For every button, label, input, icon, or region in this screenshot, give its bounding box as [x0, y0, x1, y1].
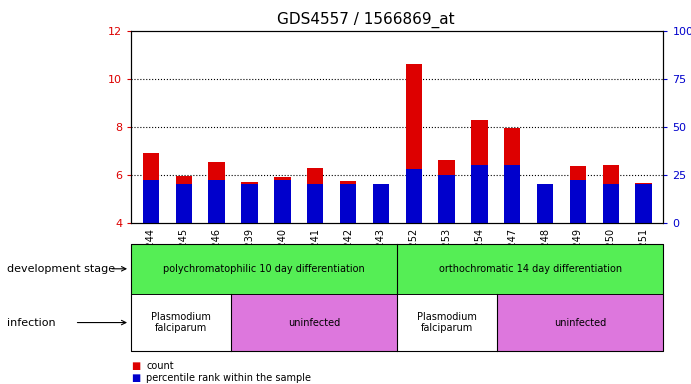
Bar: [603, 165, 619, 223]
Bar: [274, 180, 291, 223]
Text: count: count: [146, 361, 174, 371]
Bar: [471, 119, 488, 223]
Text: ■: ■: [131, 361, 140, 371]
Bar: [176, 184, 192, 223]
Bar: [340, 181, 357, 223]
Bar: [406, 169, 422, 223]
Bar: [570, 166, 586, 223]
Text: Plasmodium
falciparum: Plasmodium falciparum: [151, 312, 211, 333]
Bar: [176, 176, 192, 223]
Text: uninfected: uninfected: [554, 318, 606, 328]
Text: orthochromatic 14 day differentiation: orthochromatic 14 day differentiation: [439, 264, 622, 274]
Text: development stage: development stage: [7, 264, 115, 274]
Text: Plasmodium
falciparum: Plasmodium falciparum: [417, 312, 477, 333]
Bar: [209, 180, 225, 223]
Bar: [603, 184, 619, 223]
Bar: [274, 177, 291, 223]
Bar: [471, 165, 488, 223]
Bar: [636, 183, 652, 223]
Bar: [340, 184, 357, 223]
Bar: [143, 180, 159, 223]
Text: GDS4557 / 1566869_at: GDS4557 / 1566869_at: [277, 12, 455, 28]
Bar: [570, 180, 586, 223]
Text: ■: ■: [131, 373, 140, 383]
Text: infection: infection: [7, 318, 55, 328]
Bar: [636, 184, 652, 223]
Bar: [406, 65, 422, 223]
Text: polychromatophilic 10 day differentiation: polychromatophilic 10 day differentiatio…: [164, 264, 365, 274]
Bar: [372, 189, 389, 223]
Bar: [143, 153, 159, 223]
Bar: [504, 165, 520, 223]
Bar: [241, 184, 258, 223]
Bar: [438, 161, 455, 223]
Bar: [438, 175, 455, 223]
Bar: [209, 162, 225, 223]
Bar: [307, 184, 323, 223]
Bar: [537, 189, 553, 223]
Bar: [241, 182, 258, 223]
Bar: [537, 184, 553, 223]
Text: uninfected: uninfected: [288, 318, 340, 328]
Bar: [372, 184, 389, 223]
Bar: [504, 128, 520, 223]
Text: percentile rank within the sample: percentile rank within the sample: [146, 373, 312, 383]
Bar: [307, 167, 323, 223]
